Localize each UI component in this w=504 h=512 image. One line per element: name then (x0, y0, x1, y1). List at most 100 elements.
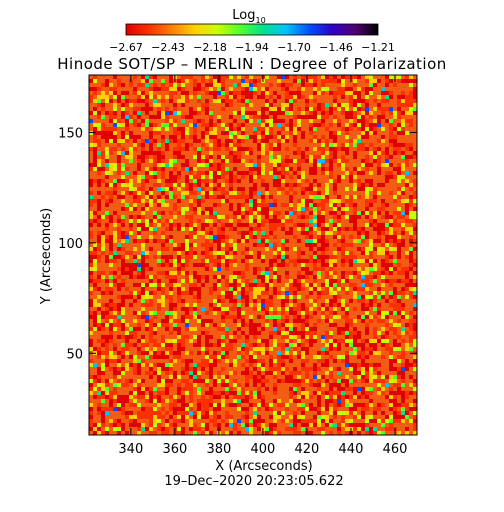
heatmap-cell (301, 263, 305, 267)
heatmap-cell (177, 263, 181, 267)
heatmap-cell (201, 75, 205, 79)
heatmap-cell (373, 119, 377, 123)
heatmap-cell (377, 103, 381, 107)
heatmap-cell (301, 87, 305, 91)
heatmap-cell (305, 259, 309, 263)
heatmap-cell (393, 339, 397, 343)
heatmap-cell (361, 231, 365, 235)
heatmap-cell (341, 155, 345, 159)
heatmap-cell (393, 379, 397, 383)
heatmap-cell (405, 119, 409, 123)
heatmap-cell (293, 371, 297, 375)
heatmap-cell (321, 351, 325, 355)
heatmap-cell (285, 159, 289, 163)
heatmap-cell (185, 275, 189, 279)
heatmap-cell (153, 395, 157, 399)
heatmap-cell (357, 127, 361, 131)
heatmap-cell (177, 171, 181, 175)
heatmap-cell (409, 419, 413, 423)
heatmap-cell (297, 203, 301, 207)
heatmap-cell (165, 219, 169, 223)
heatmap-cell (245, 171, 249, 175)
heatmap-cell (209, 131, 213, 135)
heatmap-cell (149, 151, 153, 155)
heatmap-cell (185, 79, 189, 83)
heatmap-cell (145, 315, 149, 319)
heatmap-cell (181, 119, 185, 123)
heatmap-cell (393, 307, 397, 311)
heatmap-cell (285, 87, 289, 91)
heatmap-cell (317, 231, 321, 235)
heatmap-cell (217, 243, 221, 247)
heatmap-cell (321, 267, 325, 271)
heatmap-cell (113, 211, 117, 215)
heatmap-cell (301, 207, 305, 211)
heatmap-cell (265, 135, 269, 139)
heatmap-cell (369, 143, 373, 147)
heatmap-cell (257, 351, 261, 355)
heatmap-cell (281, 179, 285, 183)
heatmap-cell (125, 367, 129, 371)
heatmap-cell (313, 159, 317, 163)
heatmap-cell (389, 163, 393, 167)
heatmap-cell (181, 99, 185, 103)
heatmap-cell (121, 199, 125, 203)
heatmap-cell (297, 119, 301, 123)
heatmap-cell (121, 303, 125, 307)
heatmap-cell (413, 275, 417, 279)
heatmap-cell (293, 99, 297, 103)
heatmap-cell (381, 199, 385, 203)
heatmap-cell (261, 327, 265, 331)
heatmap-cell (301, 319, 305, 323)
heatmap-cell (285, 339, 289, 343)
heatmap-cell (137, 431, 141, 435)
heatmap-cell (125, 139, 129, 143)
heatmap-cell (157, 415, 161, 419)
heatmap-cell (241, 123, 245, 127)
heatmap-cell (293, 399, 297, 403)
heatmap-cell (361, 275, 365, 279)
heatmap-cell (317, 287, 321, 291)
heatmap-cell (329, 347, 333, 351)
heatmap-cell (193, 255, 197, 259)
heatmap-cell (385, 255, 389, 259)
heatmap-cell (261, 291, 265, 295)
heatmap-cell (185, 243, 189, 247)
heatmap-cell (409, 295, 413, 299)
heatmap-cell (265, 323, 269, 327)
heatmap-cell (337, 215, 341, 219)
heatmap-cell (389, 75, 393, 79)
heatmap-cell (377, 331, 381, 335)
heatmap-cell (397, 131, 401, 135)
heatmap-cell (349, 283, 353, 287)
heatmap-cell (229, 363, 233, 367)
heatmap-cell (337, 231, 341, 235)
heatmap-cell (237, 155, 241, 159)
heatmap-cell (333, 275, 337, 279)
heatmap-cell (401, 407, 405, 411)
heatmap-cell (217, 163, 221, 167)
heatmap-cell (269, 127, 273, 131)
heatmap-cell (117, 79, 121, 83)
heatmap-cell (125, 343, 129, 347)
heatmap-cell (229, 95, 233, 99)
heatmap-cell (377, 403, 381, 407)
heatmap-cell (205, 207, 209, 211)
heatmap-cell (249, 195, 253, 199)
heatmap-cell (361, 131, 365, 135)
heatmap-cell (137, 347, 141, 351)
heatmap-cell (229, 139, 233, 143)
heatmap-cell (325, 307, 329, 311)
heatmap-cell (277, 135, 281, 139)
heatmap-cell (229, 127, 233, 131)
heatmap-cell (281, 307, 285, 311)
heatmap-cell (381, 291, 385, 295)
heatmap-cell (101, 339, 105, 343)
heatmap-cell (305, 203, 309, 207)
heatmap-cell (201, 415, 205, 419)
heatmap-cell (217, 359, 221, 363)
heatmap-cell (365, 123, 369, 127)
heatmap-cell (213, 379, 217, 383)
heatmap-cell (113, 127, 117, 131)
heatmap-cell (365, 127, 369, 131)
